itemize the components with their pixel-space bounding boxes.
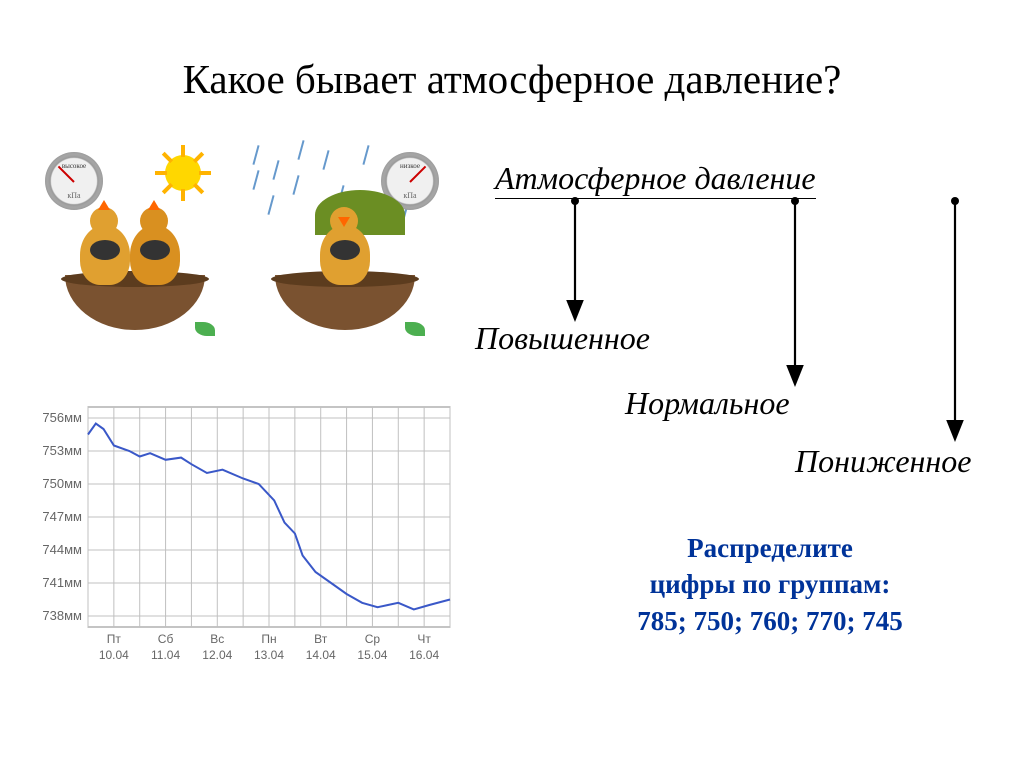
svg-text:Пн: Пн (261, 632, 276, 646)
svg-text:753мм: 753мм (42, 443, 82, 458)
svg-text:12.04: 12.04 (202, 648, 232, 662)
svg-text:750мм: 750мм (42, 476, 82, 491)
branch-low: Пониженное (795, 443, 971, 480)
task-text: Распределите цифры по группам: 785; 750;… (570, 530, 970, 639)
scene-sunny: высокое кПа (35, 140, 235, 340)
bird-icon (130, 225, 180, 285)
svg-text:15.04: 15.04 (357, 648, 387, 662)
task-line2: цифры по группам: (570, 566, 970, 602)
svg-text:Вс: Вс (210, 632, 224, 646)
svg-text:13.04: 13.04 (254, 648, 284, 662)
leaf-icon (195, 322, 215, 336)
bird-icon (320, 225, 370, 285)
svg-text:744мм: 744мм (42, 542, 82, 557)
svg-text:741мм: 741мм (42, 575, 82, 590)
umbrella-icon (315, 190, 405, 235)
svg-text:Вт: Вт (314, 632, 328, 646)
nest-icon (65, 275, 205, 330)
barometer-high-icon: высокое кПа (45, 152, 103, 210)
svg-text:14.04: 14.04 (306, 648, 336, 662)
svg-text:756мм: 756мм (42, 410, 82, 425)
pressure-classification-diagram: Атмосферное давление Повышенное Нормальн… (495, 160, 995, 440)
svg-text:11.04: 11.04 (151, 648, 180, 662)
leaf-icon (405, 322, 425, 336)
task-line3: 785; 750; 760; 770; 745 (570, 603, 970, 639)
page-title: Какое бывает атмосферное давление? (0, 55, 1024, 103)
barometer-label: низкое (381, 162, 439, 170)
weather-illustration: высокое кПа (35, 140, 450, 350)
svg-text:747мм: 747мм (42, 509, 82, 524)
task-line1: Распределите (570, 530, 970, 566)
svg-text:Чт: Чт (417, 632, 431, 646)
branch-high: Повышенное (475, 320, 650, 357)
svg-text:738мм: 738мм (42, 608, 82, 623)
svg-text:Сб: Сб (158, 632, 174, 646)
sun-rays-icon (165, 155, 201, 191)
scene-rainy: низкое кПа (245, 140, 445, 340)
bird-icon (80, 225, 130, 285)
barometer-label: высокое (45, 162, 103, 170)
svg-text:Пт: Пт (107, 632, 122, 646)
svg-text:10.04: 10.04 (99, 648, 129, 662)
branch-normal: Нормальное (625, 385, 790, 422)
pressure-chart: 738мм 741мм 744мм 747мм 750мм 753мм 756мм Пт Сб В… (30, 395, 460, 675)
svg-text:16.04: 16.04 (409, 648, 439, 662)
svg-text:Ср: Ср (365, 632, 381, 646)
